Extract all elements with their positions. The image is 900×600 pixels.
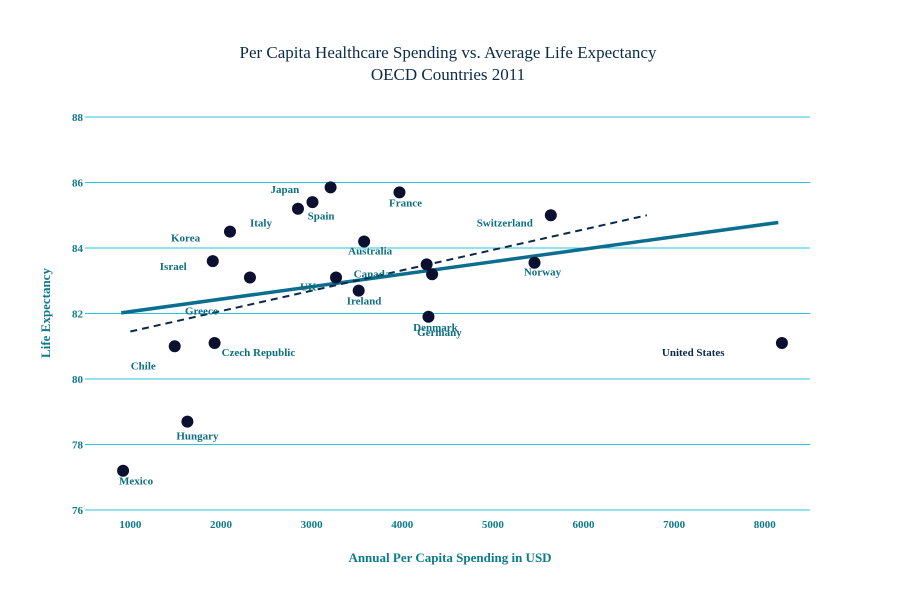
data-points bbox=[117, 181, 788, 477]
x-tick-label: 4000 bbox=[391, 519, 414, 531]
x-axis-title: Annual Per Capita Spending in USD bbox=[348, 550, 551, 565]
point-label: Chile bbox=[131, 360, 156, 372]
point-label: Australia bbox=[348, 245, 393, 257]
x-tick-label: 2000 bbox=[210, 519, 233, 531]
data-point[interactable] bbox=[206, 255, 219, 268]
axis-ticks: 76 78 80 82 84 86 88 1000 2000 3000 4000 5000 6000 70… bbox=[72, 112, 776, 531]
point-label: Mexico bbox=[119, 476, 154, 488]
x-tick-label: 5000 bbox=[482, 519, 505, 531]
point-label: Switzerland bbox=[477, 217, 533, 229]
chart-subtitle: OECD Countries 2011 bbox=[371, 65, 525, 84]
data-point[interactable] bbox=[426, 268, 439, 281]
data-point[interactable] bbox=[243, 271, 256, 284]
point-label: Greece bbox=[185, 305, 218, 317]
point-label: Israel bbox=[160, 261, 187, 273]
x-tick-label: 7000 bbox=[663, 519, 686, 531]
trendlines bbox=[121, 214, 779, 333]
data-point[interactable] bbox=[330, 271, 343, 284]
data-point[interactable] bbox=[181, 415, 194, 428]
y-axis-title: Life Expectancy bbox=[38, 268, 53, 358]
y-tick-label: 82 bbox=[72, 309, 84, 321]
data-point[interactable] bbox=[208, 336, 221, 349]
trendline-dashed bbox=[130, 214, 648, 333]
point-label: Norway bbox=[524, 267, 562, 279]
point-label: Japan bbox=[270, 184, 299, 196]
point-label: Canada bbox=[354, 268, 391, 280]
y-tick-label: 86 bbox=[72, 178, 84, 190]
data-point[interactable] bbox=[324, 181, 337, 194]
data-point[interactable] bbox=[775, 336, 788, 349]
point-labels: Mexico Hungary Chile Czech Republic Israel Ko… bbox=[119, 184, 725, 488]
y-tick-label: 78 bbox=[72, 440, 84, 452]
point-label: Spain bbox=[308, 210, 335, 222]
point-label: Denmark bbox=[413, 322, 458, 334]
point-label: Ireland bbox=[347, 296, 382, 308]
y-tick-label: 84 bbox=[72, 243, 84, 255]
y-tick-label: 76 bbox=[72, 505, 84, 517]
x-tick-label: 6000 bbox=[572, 519, 595, 531]
point-label: United States bbox=[662, 347, 725, 359]
point-label: Korea bbox=[171, 233, 201, 245]
data-point[interactable] bbox=[422, 310, 435, 323]
data-point[interactable] bbox=[420, 258, 433, 271]
trendline-solid bbox=[121, 220, 779, 315]
data-point[interactable] bbox=[358, 235, 371, 248]
data-point[interactable] bbox=[224, 225, 236, 238]
chart-title: Per Capita Healthcare Spending vs. Avera… bbox=[240, 43, 657, 62]
y-tick-label: 80 bbox=[72, 374, 84, 386]
y-tick-label: 88 bbox=[72, 112, 84, 124]
x-tick-label: 1000 bbox=[119, 519, 142, 531]
data-point[interactable] bbox=[291, 202, 304, 215]
data-point[interactable] bbox=[352, 284, 365, 297]
point-label: Italy bbox=[250, 218, 273, 230]
point-label: Hungary bbox=[176, 431, 219, 443]
point-label: Czech Republic bbox=[222, 347, 296, 359]
x-tick-label: 3000 bbox=[301, 519, 324, 531]
data-point[interactable] bbox=[117, 464, 130, 477]
data-point[interactable] bbox=[528, 256, 541, 269]
point-label: France bbox=[389, 197, 422, 209]
point-label: Germany bbox=[417, 327, 462, 339]
data-point[interactable] bbox=[168, 340, 181, 353]
data-point[interactable] bbox=[393, 186, 406, 199]
data-point[interactable] bbox=[544, 209, 557, 222]
data-point[interactable] bbox=[306, 196, 319, 209]
x-tick-label: 8000 bbox=[754, 519, 777, 531]
point-label: UK bbox=[300, 281, 317, 293]
